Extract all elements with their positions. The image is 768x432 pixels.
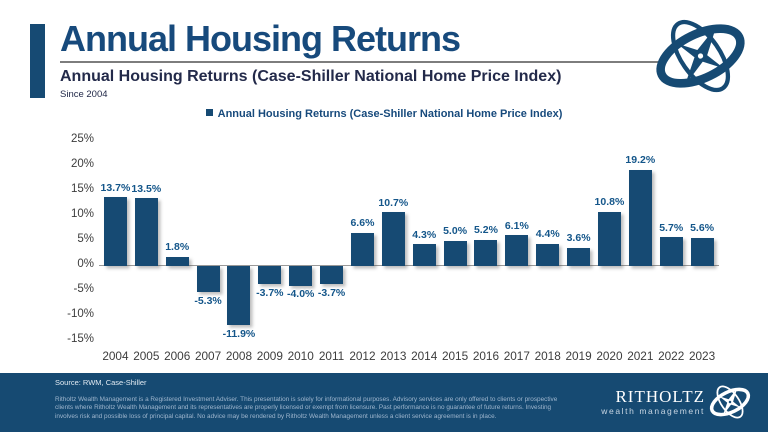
bar-2006 bbox=[165, 256, 189, 266]
x-tick-label: 2014 bbox=[411, 349, 438, 363]
y-tick-label: 15% bbox=[70, 183, 94, 195]
brand-name: RITHOLTZ bbox=[615, 387, 705, 407]
title-accent-bar bbox=[30, 24, 45, 98]
since-label: Since 2004 bbox=[60, 89, 108, 100]
bar-value-label: 13.7% bbox=[100, 181, 131, 194]
y-tick-label: 5% bbox=[77, 233, 94, 245]
bar-2012 bbox=[350, 232, 374, 266]
bar-2018 bbox=[536, 243, 560, 266]
ritholtz-gyroscope-logo-white-icon bbox=[709, 385, 751, 419]
x-tick-label: 2010 bbox=[287, 349, 314, 363]
x-tick-label: 2011 bbox=[318, 349, 345, 363]
footer: Source: RWM, Case-Shiller Ritholtz Wealt… bbox=[0, 373, 768, 432]
bar-2009 bbox=[258, 265, 282, 284]
bar-2023 bbox=[690, 237, 714, 266]
bar-2017 bbox=[505, 235, 529, 266]
bar-value-label: 6.1% bbox=[504, 219, 529, 232]
bar-2008 bbox=[227, 265, 251, 325]
bar-2019 bbox=[567, 247, 591, 266]
y-tick-label: -15% bbox=[67, 333, 94, 345]
bar-2005 bbox=[134, 198, 158, 266]
x-tick-label: 2006 bbox=[164, 349, 191, 363]
bar-value-label: 4.3% bbox=[412, 228, 437, 241]
bar-value-label: 13.5% bbox=[131, 182, 162, 195]
bar-value-label: 3.6% bbox=[566, 232, 591, 244]
bar-2015 bbox=[443, 240, 467, 266]
y-tick-label: -10% bbox=[67, 308, 94, 320]
bar-value-label: -4.0% bbox=[286, 288, 315, 300]
bar-value-label: -3.7% bbox=[317, 286, 346, 299]
x-tick-label: 2017 bbox=[503, 349, 530, 363]
bar-2021 bbox=[628, 169, 652, 266]
bar-2010 bbox=[289, 265, 313, 286]
x-tick-label: 2020 bbox=[596, 349, 623, 363]
bar-2011 bbox=[320, 265, 344, 284]
bar-2020 bbox=[597, 211, 621, 266]
x-tick-label: 2004 bbox=[102, 349, 129, 363]
bar-value-label: 10.7% bbox=[378, 196, 409, 209]
x-tick-label: 2005 bbox=[133, 349, 160, 363]
bar-value-label: 10.8% bbox=[594, 196, 625, 208]
bar-2007 bbox=[196, 265, 220, 292]
x-tick-label: 2021 bbox=[627, 349, 654, 363]
bar-2014 bbox=[412, 244, 436, 266]
bar-2016 bbox=[474, 239, 498, 266]
footer-brand: RITHOLTZ wealth management bbox=[601, 382, 752, 422]
title-underline bbox=[60, 61, 658, 63]
bar-value-label: -5.3% bbox=[194, 294, 222, 307]
legend-label: Annual Housing Returns (Case-Shiller Nat… bbox=[217, 108, 563, 120]
bar-value-label: 5.2% bbox=[473, 224, 498, 236]
brand-subtitle: wealth management bbox=[601, 406, 705, 417]
x-tick-label: 2012 bbox=[349, 349, 376, 363]
y-tick-label: 25% bbox=[70, 133, 94, 145]
x-tick-label: 2016 bbox=[472, 349, 500, 363]
bar-value-label: 1.8% bbox=[165, 241, 190, 253]
x-tick-label: 2013 bbox=[380, 349, 407, 363]
x-tick-label: 2018 bbox=[534, 349, 561, 363]
x-tick-label: 2023 bbox=[688, 349, 716, 363]
bar-value-label: 5.7% bbox=[659, 221, 684, 234]
bar-2004 bbox=[103, 197, 127, 266]
bar-value-label: 19.2% bbox=[625, 154, 656, 166]
x-axis-line bbox=[99, 264, 719, 267]
bar-2013 bbox=[381, 212, 405, 266]
y-tick-label: 10% bbox=[70, 208, 94, 220]
chart-subtitle: Annual Housing Returns (Case-Shiller Nat… bbox=[60, 68, 562, 85]
bar-value-label: 5.6% bbox=[690, 222, 715, 234]
bar-value-label: -3.7% bbox=[256, 286, 284, 299]
y-tick-label: -5% bbox=[73, 283, 94, 295]
x-tick-label: 2019 bbox=[565, 349, 592, 363]
bar-value-label: 4.4% bbox=[535, 228, 560, 240]
x-tick-label: 2007 bbox=[194, 349, 222, 363]
footer-brand-text: RITHOLTZ wealth management bbox=[601, 388, 705, 416]
x-tick-label: 2015 bbox=[441, 349, 469, 363]
x-tick-label: 2008 bbox=[225, 349, 253, 363]
y-tick-label: 20% bbox=[70, 158, 94, 170]
legend-marker-icon bbox=[205, 109, 213, 116]
bar-2022 bbox=[659, 237, 683, 266]
bar-value-label: -11.9% bbox=[222, 327, 256, 340]
y-tick-label: 0% bbox=[77, 258, 94, 270]
disclaimer-text: Ritholtz Wealth Management is a Register… bbox=[55, 396, 558, 420]
bar-value-label: 5.0% bbox=[443, 225, 468, 237]
bar-value-label: 6.6% bbox=[350, 217, 375, 229]
ritholtz-gyroscope-logo-icon bbox=[656, 19, 745, 93]
x-tick-label: 2009 bbox=[256, 349, 283, 363]
page-title: Annual Housing Returns bbox=[60, 18, 461, 59]
chart-legend: Annual Housing Returns (Case-Shiller Nat… bbox=[0, 108, 768, 120]
x-tick-label: 2022 bbox=[658, 349, 685, 363]
source-note: Source: RWM, Case-Shiller bbox=[55, 378, 147, 387]
